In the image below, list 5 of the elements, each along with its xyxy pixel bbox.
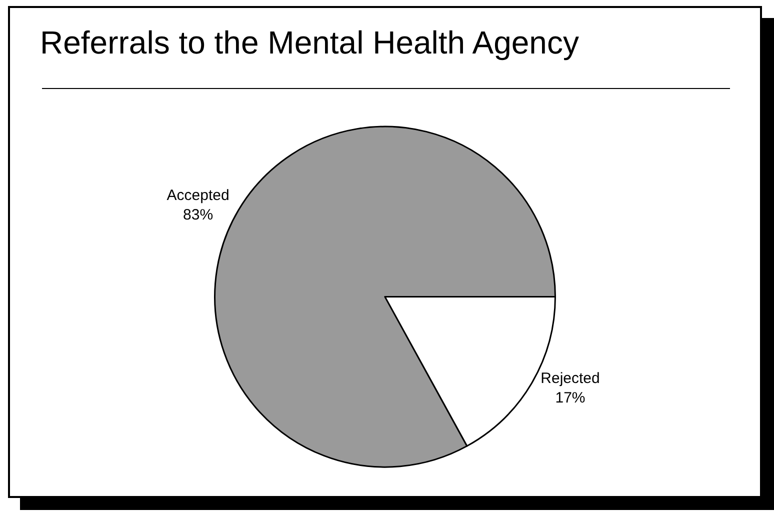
data-label: 83% — [183, 206, 214, 224]
data-label: 17% — [555, 389, 586, 406]
slice-label: Rejected — [540, 370, 600, 387]
chart-title: Referrals to the Mental Health Agency — [40, 24, 579, 60]
slice-label: Accepted — [166, 187, 230, 204]
